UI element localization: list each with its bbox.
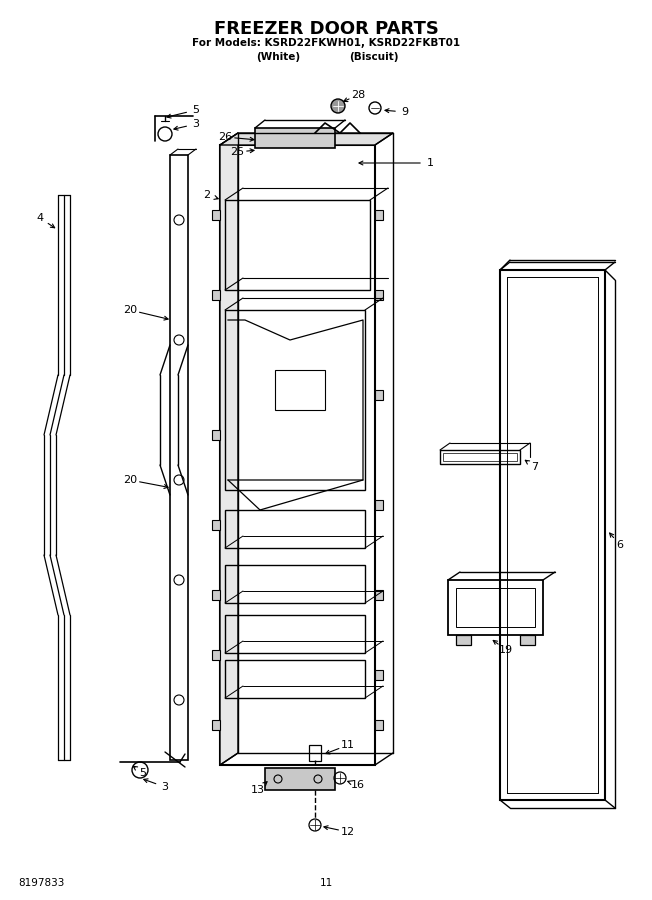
Text: 25: 25 [230, 147, 244, 157]
Bar [212, 650, 220, 660]
Bar [375, 500, 383, 510]
Bar [375, 210, 383, 220]
Bar [225, 660, 365, 698]
Text: 2: 2 [203, 190, 211, 200]
Bar [520, 635, 535, 645]
Polygon shape [220, 133, 393, 145]
Bar [212, 720, 220, 730]
Text: 20: 20 [123, 305, 137, 315]
Bar [212, 590, 220, 600]
Bar [375, 590, 383, 600]
Bar [500, 270, 605, 800]
Bar [212, 290, 220, 300]
Bar [212, 520, 220, 530]
Bar [225, 310, 365, 490]
Text: 5: 5 [140, 768, 147, 778]
Text: 3: 3 [192, 119, 200, 129]
Bar [225, 510, 365, 548]
Text: 9: 9 [402, 107, 409, 117]
Text: 8197833: 8197833 [18, 878, 65, 888]
Text: 11: 11 [319, 878, 333, 888]
Polygon shape [220, 133, 238, 765]
Text: 13: 13 [251, 785, 265, 795]
Text: 6: 6 [617, 540, 623, 550]
Text: 20: 20 [123, 475, 137, 485]
Bar [375, 290, 383, 300]
Text: 12: 12 [341, 827, 355, 837]
Bar [265, 768, 335, 790]
Text: 11: 11 [341, 740, 355, 750]
Bar [440, 450, 520, 464]
Text: (Biscuit): (Biscuit) [349, 52, 399, 62]
Bar [456, 588, 535, 627]
Bar [220, 145, 375, 765]
Text: 4: 4 [37, 213, 44, 223]
Bar [375, 720, 383, 730]
Bar [443, 453, 517, 461]
Text: 7: 7 [531, 462, 539, 472]
Bar [225, 615, 365, 653]
Bar [448, 580, 543, 635]
Bar [212, 430, 220, 440]
Text: For Models: KSRD22FKWH01, KSRD22FKBT01: For Models: KSRD22FKWH01, KSRD22FKBT01 [192, 38, 460, 48]
Bar [375, 670, 383, 680]
Text: 5: 5 [192, 105, 200, 115]
Text: (White): (White) [256, 52, 300, 62]
Bar [309, 745, 321, 761]
Bar [255, 128, 335, 148]
Bar [212, 210, 220, 220]
Bar [375, 390, 383, 400]
Bar [225, 565, 365, 603]
Bar [275, 370, 325, 410]
Text: 19: 19 [499, 645, 513, 655]
Bar [170, 155, 188, 760]
Bar [225, 200, 370, 290]
Text: 28: 28 [351, 90, 365, 100]
Text: 1: 1 [426, 158, 434, 168]
Bar [456, 635, 471, 645]
Text: 3: 3 [162, 782, 168, 792]
Text: 26: 26 [218, 132, 232, 142]
Text: FREEZER DOOR PARTS: FREEZER DOOR PARTS [214, 20, 438, 38]
Text: 16: 16 [351, 780, 365, 790]
Circle shape [331, 99, 345, 113]
